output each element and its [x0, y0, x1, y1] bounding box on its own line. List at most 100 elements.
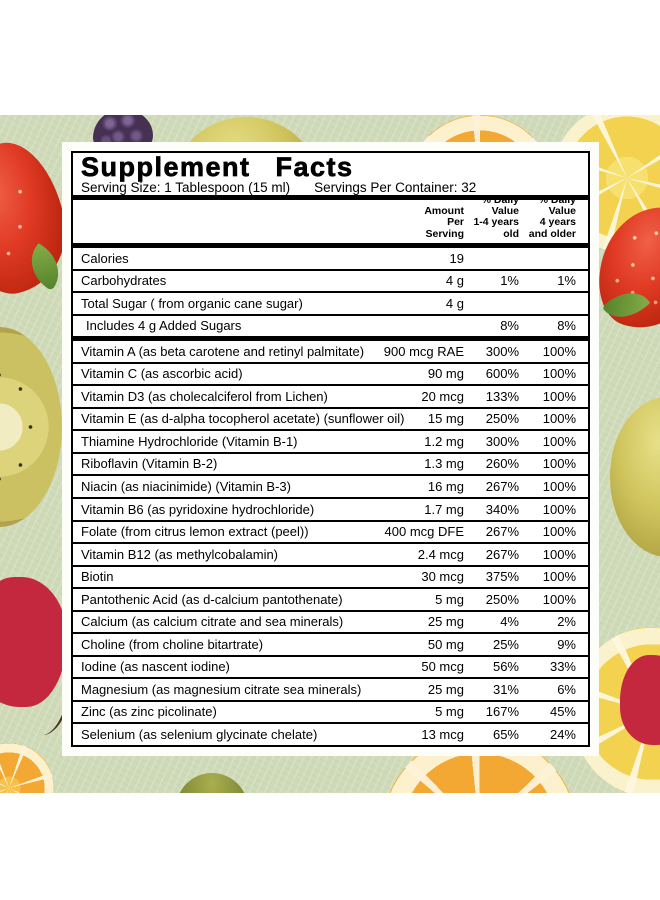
nutrient-name: Carbohydrates: [81, 273, 167, 289]
table-row: Vitamin B12 (as methylcobalamin) 2.4 mcg…: [73, 544, 588, 567]
nutrient-amount: 1.3 mg: [424, 456, 464, 472]
daily-value-4-plus-years: 33%: [549, 659, 576, 675]
daily-value-1-4-years: 340%: [485, 501, 519, 517]
nutrient-amount: 1.7 mg: [424, 501, 464, 517]
nutrient-amount: 1.2 mg: [424, 433, 464, 449]
daily-value-1-4-years: 65%: [492, 727, 519, 743]
nutrient-amount: 5 mg: [435, 704, 464, 720]
daily-value-1-4-years: 56%: [492, 659, 519, 675]
table-row: Calories 19: [73, 248, 588, 271]
column-header-daily-value-4-plus: % Daily Value 4 years and older: [528, 193, 576, 240]
daily-value-4-plus-years: 6%: [557, 681, 576, 697]
supplement-facts-panel: Supplement Facts Serving Size: 1 Tablesp…: [62, 142, 599, 756]
facts-box: Supplement Facts Serving Size: 1 Tablesp…: [71, 151, 590, 747]
column-headers: Amount Per Serving % Daily Value 1-4 yea…: [73, 194, 588, 243]
thick-divider-top: [73, 195, 588, 200]
daily-value-1-4-years: 133%: [485, 388, 519, 404]
table-row: Niacin (as niacinimide) (Vitamin B-3) 16…: [73, 476, 588, 500]
nutrient-amount: 30 mcg: [421, 569, 464, 585]
daily-value-4-plus-years: 1%: [557, 273, 576, 289]
daily-value-4-plus-years: 100%: [542, 456, 576, 472]
nutrient-amount: 19: [449, 250, 464, 266]
nutrient-name: Thiamine Hydrochloride (Vitamin B-1): [81, 433, 298, 449]
table-row: Selenium (as selenium glycinate chelate)…: [73, 724, 588, 745]
nutrient-name: Selenium (as selenium glycinate chelate): [81, 727, 318, 743]
nutrient-name: Choline (from choline bitartrate): [81, 636, 264, 652]
daily-value-4-plus-years: 100%: [542, 546, 576, 562]
nutrient-name: Biotin: [81, 569, 114, 585]
table-row: Calcium (as calcium citrate and sea mine…: [73, 612, 588, 635]
nutrient-amount: 5 mg: [435, 591, 464, 607]
raspberry-left-image: [0, 577, 67, 707]
table-row: Vitamin E (as d-alpha tocopherol acetate…: [73, 409, 588, 432]
nutrient-amount: 13 mcg: [421, 727, 464, 743]
table-row: Pantothenic Acid (as d-calcium pantothen…: [73, 589, 588, 612]
daily-value-1-4-years: 300%: [485, 343, 519, 359]
table-row: Biotin 30 mcg 375% 100%: [73, 567, 588, 590]
nutrient-amount: 4 g: [445, 295, 464, 311]
daily-value-1-4-years: 4%: [500, 614, 519, 630]
daily-value-1-4-years: 267%: [485, 524, 519, 540]
daily-value-4-plus-years: 24%: [549, 727, 576, 743]
panel-title: Supplement Facts: [81, 152, 354, 182]
daily-value-4-plus-years: 100%: [542, 343, 576, 359]
nutrient-name: Includes 4 g Added Sugars: [86, 318, 242, 334]
serving-info: Serving Size: 1 Tablespoon (15 ml) Servi…: [81, 181, 580, 195]
daily-value-4-plus-years: 100%: [542, 591, 576, 607]
raspberry-bottom-right-image: [620, 655, 660, 745]
whole-kiwi-right-image: [610, 397, 660, 557]
nutrient-amount: 2.4 mcg: [417, 546, 464, 562]
daily-value-4-plus-years: 100%: [542, 479, 576, 495]
column-header-daily-value-1-4-years: % Daily Value 1-4 years old: [473, 193, 519, 240]
green-fruit-bottom-image: [176, 773, 248, 793]
nutrient-name: Pantothenic Acid (as d-calcium pantothen…: [81, 591, 343, 607]
facts-header: Supplement Facts Serving Size: 1 Tablesp…: [73, 153, 588, 195]
nutrient-name: Folate (from citrus lemon extract (peel)…: [81, 524, 309, 540]
nutrient-name: Iodine (as nascent iodine): [81, 659, 230, 675]
nutrient-amount: 400 mcg DFE: [384, 524, 464, 540]
nutrient-rows: Calories 19 Carbohydrates 4 g 1% 1% Tota…: [73, 248, 588, 745]
daily-value-1-4-years: 25%: [492, 636, 519, 652]
daily-value-4-plus-years: 100%: [542, 501, 576, 517]
nutrient-name: Magnesium (as magnesium citrate sea mine…: [81, 681, 362, 697]
daily-value-1-4-years: 167%: [485, 704, 519, 720]
nutrient-name: Calories: [81, 250, 129, 266]
daily-value-4-plus-years: 45%: [549, 704, 576, 720]
nutrient-name: Vitamin C (as ascorbic acid): [81, 366, 243, 382]
table-row: Vitamin A (as beta carotene and retinyl …: [73, 341, 588, 364]
daily-value-4-plus-years: 100%: [542, 388, 576, 404]
daily-value-4-plus-years: 100%: [542, 411, 576, 427]
table-row: Includes 4 g Added Sugars 8% 8%: [73, 316, 588, 342]
kiwi-slice-left-image: [0, 327, 62, 527]
daily-value-4-plus-years: 8%: [557, 318, 576, 334]
daily-value-4-plus-years: 9%: [557, 636, 576, 652]
nutrient-amount: 25 mg: [427, 614, 464, 630]
nutrient-amount: 50 mcg: [421, 659, 464, 675]
table-row: Folate (from citrus lemon extract (peel)…: [73, 522, 588, 545]
table-row: Vitamin B6 (as pyridoxine hydrochloride)…: [73, 499, 588, 522]
daily-value-4-plus-years: 100%: [542, 366, 576, 382]
daily-value-4-plus-years: 2%: [557, 614, 576, 630]
servings-per-container-text: Servings Per Container: 32: [314, 180, 477, 195]
table-row: Choline (from choline bitartrate) 50 mg …: [73, 634, 588, 657]
nutrient-amount: 15 mg: [427, 411, 464, 427]
orange-slice-bottom-left-image: [0, 728, 69, 793]
serving-size-text: Serving Size: 1 Tablespoon (15 ml): [81, 180, 291, 195]
daily-value-1-4-years: 1%: [500, 273, 519, 289]
daily-value-1-4-years: 250%: [485, 411, 519, 427]
table-row: Vitamin D3 (as cholecalciferol from Lich…: [73, 386, 588, 409]
nutrient-amount: 50 mg: [427, 636, 464, 652]
nutrient-name: Riboflavin (Vitamin B-2): [81, 456, 218, 472]
table-row: Iodine (as nascent iodine) 50 mcg 56% 33…: [73, 657, 588, 680]
daily-value-1-4-years: 300%: [485, 433, 519, 449]
nutrient-name: Total Sugar ( from organic cane sugar): [81, 295, 303, 311]
column-header-amount: Amount Per Serving: [424, 205, 464, 240]
daily-value-1-4-years: 267%: [485, 546, 519, 562]
nutrient-amount: 900 mcg RAE: [383, 343, 464, 359]
daily-value-4-plus-years: 100%: [542, 569, 576, 585]
table-row: Vitamin C (as ascorbic acid) 90 mg 600% …: [73, 364, 588, 387]
daily-value-1-4-years: 600%: [485, 366, 519, 382]
nutrient-name: Vitamin A (as beta carotene and retinyl …: [81, 343, 365, 359]
daily-value-1-4-years: 267%: [485, 479, 519, 495]
